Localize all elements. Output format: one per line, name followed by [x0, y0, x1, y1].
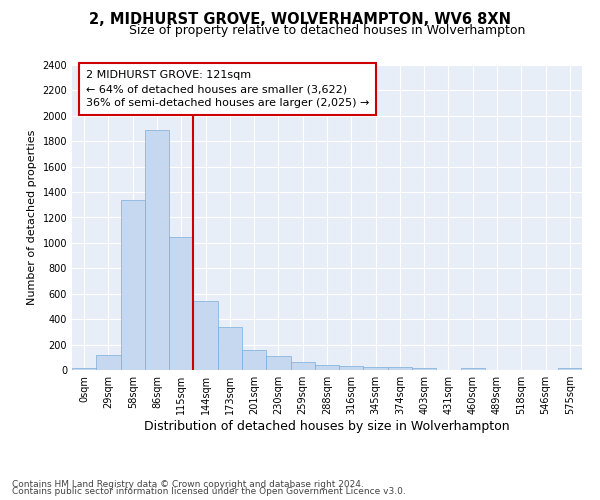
Bar — [558, 368, 582, 370]
Bar — [388, 368, 412, 370]
Bar — [96, 355, 121, 370]
Bar — [339, 366, 364, 370]
Bar — [266, 356, 290, 370]
Text: Contains public sector information licensed under the Open Government Licence v3: Contains public sector information licen… — [12, 487, 406, 496]
Text: 2, MIDHURST GROVE, WOLVERHAMPTON, WV6 8XN: 2, MIDHURST GROVE, WOLVERHAMPTON, WV6 8X… — [89, 12, 511, 28]
X-axis label: Distribution of detached houses by size in Wolverhampton: Distribution of detached houses by size … — [144, 420, 510, 433]
Bar — [242, 350, 266, 370]
Bar — [169, 237, 193, 370]
Text: Contains HM Land Registry data © Crown copyright and database right 2024.: Contains HM Land Registry data © Crown c… — [12, 480, 364, 489]
Bar — [315, 365, 339, 370]
Title: Size of property relative to detached houses in Wolverhampton: Size of property relative to detached ho… — [129, 24, 525, 38]
Bar — [461, 368, 485, 370]
Bar — [193, 300, 218, 370]
Bar — [218, 328, 242, 370]
Y-axis label: Number of detached properties: Number of detached properties — [27, 130, 37, 305]
Bar — [290, 362, 315, 370]
Text: 2 MIDHURST GROVE: 121sqm
← 64% of detached houses are smaller (3,622)
36% of sem: 2 MIDHURST GROVE: 121sqm ← 64% of detach… — [86, 70, 370, 108]
Bar — [121, 200, 145, 370]
Bar — [72, 368, 96, 370]
Bar — [412, 368, 436, 370]
Bar — [364, 367, 388, 370]
Bar — [145, 130, 169, 370]
